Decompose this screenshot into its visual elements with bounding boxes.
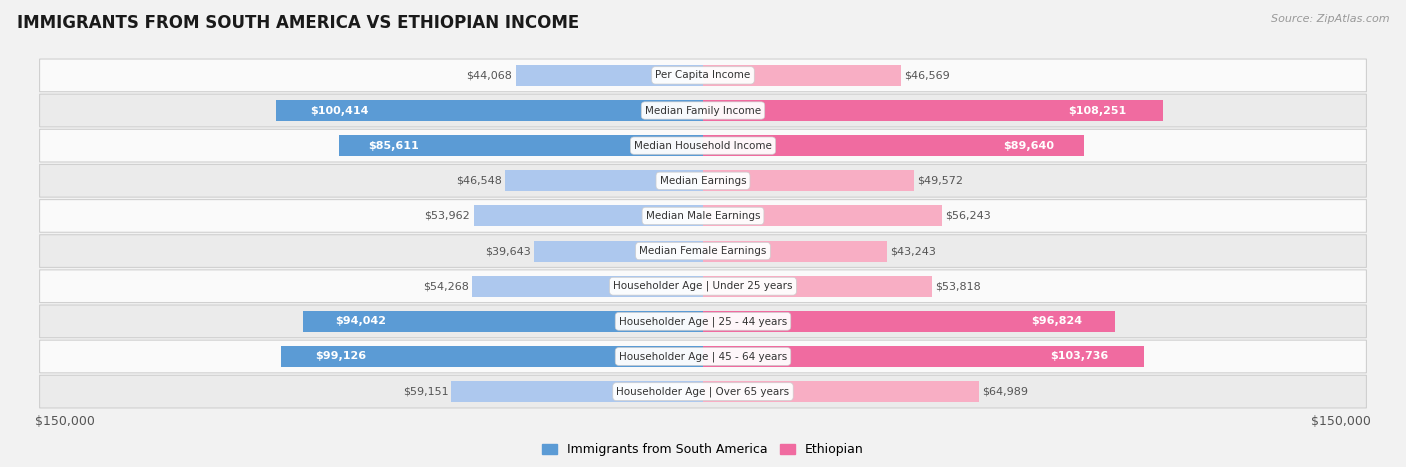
Bar <box>472 276 703 297</box>
FancyBboxPatch shape <box>39 164 1367 197</box>
Text: $64,989: $64,989 <box>983 387 1029 396</box>
Text: Householder Age | Under 25 years: Householder Age | Under 25 years <box>613 281 793 291</box>
Text: Median Male Earnings: Median Male Earnings <box>645 211 761 221</box>
Text: $49,572: $49,572 <box>917 176 963 186</box>
Text: $85,611: $85,611 <box>368 141 419 151</box>
Bar <box>703 311 1115 332</box>
Text: $43,243: $43,243 <box>890 246 936 256</box>
Text: $100,414: $100,414 <box>311 106 368 115</box>
Text: $39,643: $39,643 <box>485 246 531 256</box>
Legend: Immigrants from South America, Ethiopian: Immigrants from South America, Ethiopian <box>537 439 869 461</box>
Bar <box>276 100 703 121</box>
Text: $53,962: $53,962 <box>425 211 471 221</box>
Text: $108,251: $108,251 <box>1069 106 1126 115</box>
FancyBboxPatch shape <box>39 129 1367 162</box>
FancyBboxPatch shape <box>39 235 1367 268</box>
Text: $89,640: $89,640 <box>1002 141 1053 151</box>
Text: Median Family Income: Median Family Income <box>645 106 761 115</box>
Text: $103,736: $103,736 <box>1050 352 1109 361</box>
Text: $59,151: $59,151 <box>402 387 449 396</box>
Text: Source: ZipAtlas.com: Source: ZipAtlas.com <box>1271 14 1389 24</box>
Text: Householder Age | 45 - 64 years: Householder Age | 45 - 64 years <box>619 351 787 362</box>
Text: Median Household Income: Median Household Income <box>634 141 772 151</box>
Bar <box>281 346 703 367</box>
Text: $56,243: $56,243 <box>945 211 991 221</box>
Bar <box>703 65 901 86</box>
Bar <box>703 205 942 226</box>
Text: Median Female Earnings: Median Female Earnings <box>640 246 766 256</box>
FancyBboxPatch shape <box>39 340 1367 373</box>
Bar <box>703 381 980 402</box>
FancyBboxPatch shape <box>39 270 1367 303</box>
Text: $54,268: $54,268 <box>423 281 470 291</box>
Text: $44,068: $44,068 <box>467 71 512 80</box>
Text: Householder Age | 25 - 44 years: Householder Age | 25 - 44 years <box>619 316 787 326</box>
FancyBboxPatch shape <box>39 199 1367 232</box>
FancyBboxPatch shape <box>39 375 1367 408</box>
Bar <box>703 276 932 297</box>
Text: $96,824: $96,824 <box>1031 316 1081 326</box>
Text: $99,126: $99,126 <box>315 352 367 361</box>
Text: IMMIGRANTS FROM SOUTH AMERICA VS ETHIOPIAN INCOME: IMMIGRANTS FROM SOUTH AMERICA VS ETHIOPI… <box>17 14 579 32</box>
Bar <box>703 241 887 262</box>
Bar <box>703 170 914 191</box>
Bar <box>304 311 703 332</box>
Bar <box>516 65 703 86</box>
Bar <box>451 381 703 402</box>
Text: Householder Age | Over 65 years: Householder Age | Over 65 years <box>616 386 790 397</box>
Text: Per Capita Income: Per Capita Income <box>655 71 751 80</box>
Text: $46,548: $46,548 <box>456 176 502 186</box>
Text: $94,042: $94,042 <box>335 316 387 326</box>
Bar <box>534 241 703 262</box>
FancyBboxPatch shape <box>39 305 1367 338</box>
Text: $46,569: $46,569 <box>904 71 950 80</box>
FancyBboxPatch shape <box>39 94 1367 127</box>
FancyBboxPatch shape <box>39 59 1367 92</box>
Bar <box>505 170 703 191</box>
Bar <box>703 100 1163 121</box>
Bar <box>339 135 703 156</box>
Bar <box>474 205 703 226</box>
Bar <box>703 135 1084 156</box>
Text: $53,818: $53,818 <box>935 281 981 291</box>
Bar <box>703 346 1144 367</box>
Text: Median Earnings: Median Earnings <box>659 176 747 186</box>
